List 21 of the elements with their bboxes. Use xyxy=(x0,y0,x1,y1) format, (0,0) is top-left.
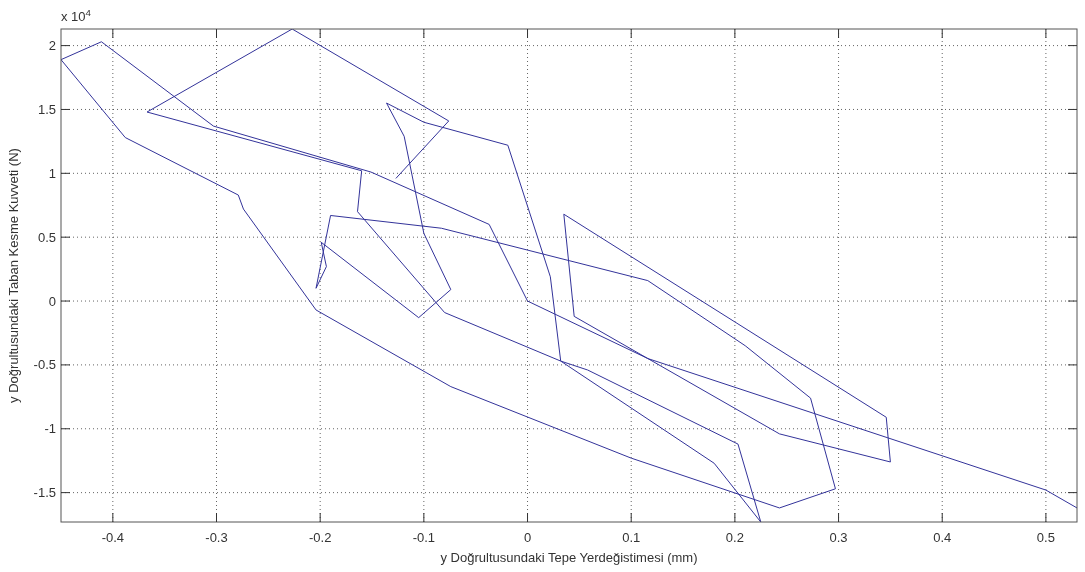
y-tick-label: 0.5 xyxy=(37,229,56,245)
x-tick-label: -0.4 xyxy=(101,530,125,545)
x-tick-label: -0.1 xyxy=(412,530,436,545)
y-tick-label: 1 xyxy=(48,165,56,181)
x-tick-label: -0.2 xyxy=(308,530,332,545)
y-tick-label: -0.5 xyxy=(33,357,56,373)
x-tick-label: 0.1 xyxy=(622,530,641,545)
y-axis-title: y Doğrultusundaki Taban Kesme Kuvveti (N) xyxy=(6,148,21,403)
y-tick-label: 2 xyxy=(48,38,56,54)
text: x 10$^{4}$ xyxy=(61,6,92,24)
y-tick-label: 0 xyxy=(48,293,56,309)
x-tick-label: 0 xyxy=(523,530,532,545)
x-tick-label: 0.5 xyxy=(1036,530,1055,545)
x-axis-title: y Doğrultusundaki Tepe Yerdeğistimesi (mm) xyxy=(440,550,698,565)
y-tick-label: 1.5 xyxy=(37,102,56,118)
y-tick-label: -1 xyxy=(44,421,56,437)
x-tick-label: 0.3 xyxy=(829,530,848,545)
x-tick-label: 0.2 xyxy=(725,530,744,545)
y-tick-label: -1.5 xyxy=(33,485,56,501)
x-tick-label: 0.4 xyxy=(933,530,952,545)
x-tick-label: -0.3 xyxy=(205,530,228,545)
